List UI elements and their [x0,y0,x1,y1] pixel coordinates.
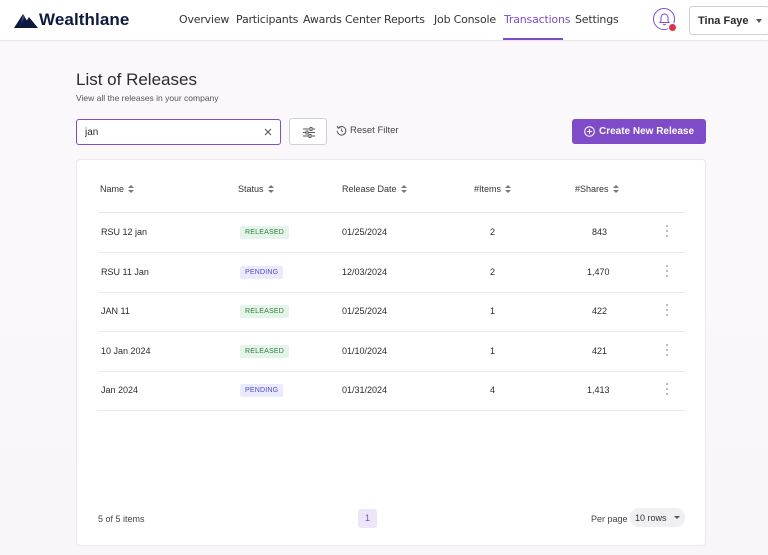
search-field [76,119,281,145]
column-header-items[interactable]: #Items [474,184,512,194]
reset-filter-button[interactable]: Reset Filter [336,125,399,136]
page-subtitle: View all the releases in your company [76,93,219,103]
status-badge: PENDING [240,266,284,279]
status-badge: RELEASED [240,226,289,239]
header-divider [98,212,685,213]
column-header-shares[interactable]: #Shares [575,184,619,194]
page-title: List of Releases [76,70,197,89]
cell-shares: 421 [592,346,608,356]
top-navigation: Wealthlane Overview Participants Awards … [0,0,768,41]
cell-items: 1 [490,346,496,356]
sliders-icon [303,127,315,138]
cell-shares: 1,413 [587,385,610,395]
plus-circle-icon [584,126,595,137]
nav-awards-center[interactable]: Awards Center [303,13,381,26]
brand-name: Wealthlane [39,10,130,29]
rows-per-page-value: 10 rows [635,513,667,523]
notification-badge [668,23,677,32]
cell-items: 2 [490,267,496,277]
cell-items: 2 [490,227,496,237]
active-tab-indicator [503,38,563,40]
chevron-down-icon [756,19,762,23]
status-badge: RELEASED [240,305,289,318]
column-header-status[interactable]: Status [238,184,274,194]
user-name: Tina Faye [698,15,749,27]
create-new-release-button[interactable]: Create New Release [572,119,706,144]
create-new-release-label: Create New Release [598,126,695,137]
more-vertical-icon[interactable] [665,383,669,397]
per-page-label: Per page [591,514,628,524]
filter-button[interactable] [289,118,327,145]
column-header-release-date[interactable]: Release Date [342,184,407,194]
cell-name: Jan 2024 [101,385,139,395]
rows-per-page-select[interactable]: 10 rows [630,508,685,527]
column-header-label: #Items [474,184,502,194]
cell-items: 4 [490,385,496,395]
reset-icon [336,125,347,136]
nav-reports[interactable]: Reports [384,13,425,26]
table-row[interactable]: Jan 2024 PENDING 01/31/2024 4 1,413 [98,371,685,411]
bell-icon [659,13,670,26]
page-button-1[interactable]: 1 [358,509,377,528]
column-header-label: Release Date [342,184,397,194]
cell-shares: 422 [592,306,608,316]
nav-job-console[interactable]: Job Console [434,13,496,26]
reset-filter-label: Reset Filter [350,125,399,136]
nav-participants[interactable]: Participants [236,13,299,26]
sort-icon [505,184,512,194]
column-header-label: Status [238,184,264,194]
status-badge: RELEASED [240,345,289,358]
sort-icon [400,184,407,194]
cell-release-date: 01/31/2024 [342,385,388,395]
column-header-name[interactable]: Name [100,184,135,194]
cell-shares: 1,470 [587,267,610,277]
cell-name: RSU 11 Jan [101,267,149,277]
cell-release-date: 01/25/2024 [342,227,388,237]
wealthlane-mountain-logo-icon [14,14,38,28]
cell-name: JAN 11 [101,306,130,316]
sort-icon [128,184,135,194]
close-icon[interactable] [263,127,273,137]
nav-transactions[interactable]: Transactions [504,13,571,26]
table-row[interactable]: 10 Jan 2024 RELEASED 01/10/2024 1 421 [98,332,685,372]
cell-items: 1 [490,306,496,316]
brand-logo[interactable]: Wealthlane [14,10,129,30]
search-input[interactable] [85,125,255,140]
more-vertical-icon[interactable] [665,304,669,318]
sort-icon [267,184,274,194]
more-vertical-icon[interactable] [665,225,669,239]
chevron-down-icon [674,516,680,519]
releases-table-card: Name Status Release Date #Items #Shares … [76,159,706,546]
cell-shares: 843 [592,227,608,237]
column-header-label: Name [100,184,125,194]
cell-release-date: 01/10/2024 [342,346,388,356]
nav-overview[interactable]: Overview [179,13,230,26]
cell-name: 10 Jan 2024 [101,346,151,356]
more-vertical-icon[interactable] [665,265,669,279]
sort-icon [612,184,619,194]
table-row[interactable]: JAN 11 RELEASED 01/25/2024 1 422 [98,292,685,332]
status-badge: PENDING [240,384,284,397]
cell-release-date: 12/03/2024 [342,267,388,277]
user-menu[interactable]: Tina Faye [689,6,768,35]
cell-name: RSU 12 jan [101,227,148,237]
table-row[interactable]: RSU 11 Jan PENDING 12/03/2024 2 1,470 [98,253,685,293]
nav-settings[interactable]: Settings [575,13,619,26]
table-row[interactable]: RSU 12 jan RELEASED 01/25/2024 2 843 [98,213,685,253]
items-count: 5 of 5 items [98,514,145,524]
cell-release-date: 01/25/2024 [342,306,388,316]
more-vertical-icon[interactable] [665,344,669,358]
column-header-label: #Shares [575,184,609,194]
